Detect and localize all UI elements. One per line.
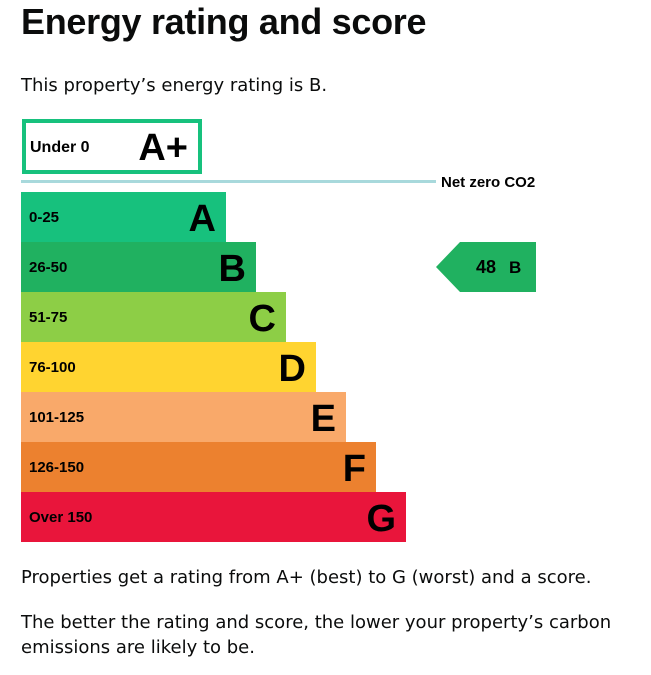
band-e-range: 101-125 xyxy=(29,409,84,426)
band-g-bar xyxy=(21,492,406,542)
band-b-range: 26-50 xyxy=(29,259,67,276)
band-c-range: 51-75 xyxy=(29,309,67,326)
band-aplus-letter: A+ xyxy=(138,127,188,169)
current-rating-score: 48 xyxy=(476,257,496,277)
band-a-bar xyxy=(21,192,226,242)
band-c-bar xyxy=(21,292,286,342)
band-f-range: 126-150 xyxy=(29,459,84,476)
band-aplus-range: Under 0 xyxy=(30,139,90,156)
band-d-range: 76-100 xyxy=(29,359,76,376)
band-a-letter: A xyxy=(189,198,216,240)
carbon-explanation: The better the rating and score, the low… xyxy=(21,612,612,658)
intro-text: This property’s energy rating is B. xyxy=(21,75,328,96)
page-title: Energy rating and score xyxy=(21,1,427,42)
band-b-bar xyxy=(21,242,256,292)
rating-explanation: Properties get a rating from A+ (best) t… xyxy=(21,567,592,588)
band-c-letter: C xyxy=(249,298,276,340)
current-rating-letter: B xyxy=(509,258,521,277)
net-zero-label: Net zero CO2 xyxy=(441,174,535,191)
energy-rating-chart: Under 0 A+ Net zero CO2 0-25 A 26-50 B 51-75 C 7… xyxy=(21,119,536,542)
band-aplus-box xyxy=(22,119,202,174)
band-e-letter: E xyxy=(311,398,336,440)
band-e-bar xyxy=(21,392,346,442)
band-d-bar xyxy=(21,342,316,392)
band-f-letter: F xyxy=(343,448,366,490)
band-a-range: 0-25 xyxy=(29,209,59,226)
band-g-range: Over 150 xyxy=(29,509,92,526)
band-b-letter: B xyxy=(219,248,246,290)
current-rating-arrow xyxy=(436,242,536,292)
band-d-letter: D xyxy=(279,348,306,390)
band-f-bar xyxy=(21,442,376,492)
band-g-letter: G xyxy=(366,498,396,540)
net-zero-line xyxy=(21,180,436,183)
